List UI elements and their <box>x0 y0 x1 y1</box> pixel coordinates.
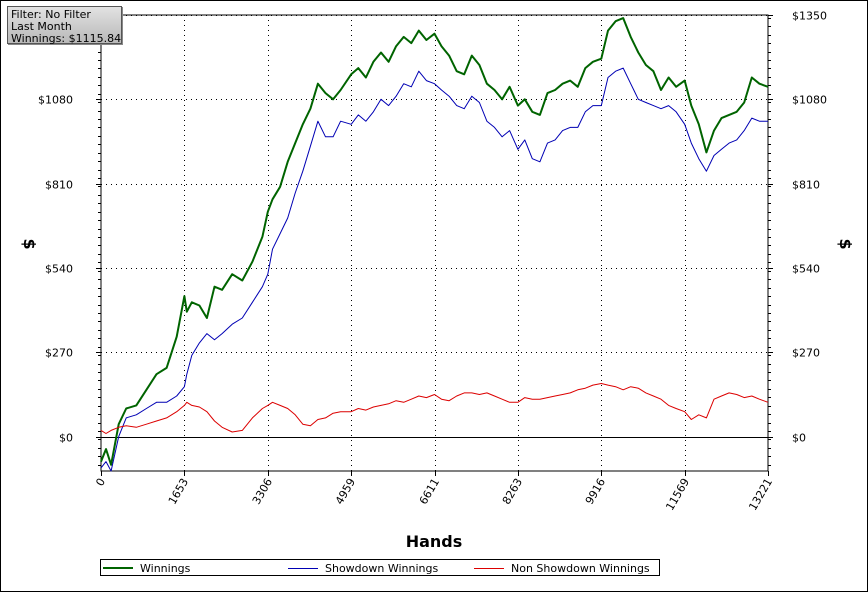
series-line-non-showdown-winnings <box>100 383 769 434</box>
x-tick-label: 6611 <box>417 476 442 507</box>
y-tick-label-left: $270 <box>45 347 73 360</box>
y-tick-label-right: $540 <box>792 263 820 276</box>
filter-info-box: Filter: No Filter Last Month Winnings: $… <box>7 6 122 45</box>
y-tick-label-left: $810 <box>45 179 73 192</box>
legend-item-non-showdown: Non Showdown Winnings <box>474 561 650 575</box>
legend-swatch-winnings <box>103 567 133 569</box>
y-tick-label-right: $810 <box>792 179 820 192</box>
x-tick-label: 3306 <box>250 476 275 507</box>
x-tick-label: 13221 <box>746 476 775 513</box>
series-line-winnings <box>100 17 769 466</box>
y-axis-title-left: $ <box>20 238 39 249</box>
tick-label-layer: $0 $0 $270 $270 $540 $540 $810 $810 $1080 $1080 $1… <box>38 10 827 513</box>
x-axis-title: Hands <box>406 532 463 551</box>
x-tick-label: 1653 <box>166 476 191 507</box>
y-tick-label-right: $270 <box>792 347 820 360</box>
x-tick-label: 8263 <box>500 476 525 507</box>
chart-legend: Winnings Showdown Winnings Non Showdown … <box>100 559 660 576</box>
legend-swatch-non-showdown <box>474 567 504 569</box>
filter-label: Filter: No Filter <box>11 8 91 21</box>
y-tick-label-left: $0 <box>59 432 73 445</box>
legend-item-winnings: Winnings <box>103 561 190 575</box>
legend-swatch-showdown <box>288 567 318 569</box>
plot-area-border <box>100 14 769 472</box>
y-tick-label-right: $1080 <box>792 94 827 107</box>
axis-layer <box>96 14 773 476</box>
legend-label-winnings: Winnings <box>140 561 191 575</box>
legend-label-non-showdown: Non Showdown Winnings <box>511 561 650 575</box>
x-tick-label: 0 <box>93 476 108 489</box>
y-tick-label-right: $0 <box>792 432 806 445</box>
y-tick-label-right: $1350 <box>792 10 827 23</box>
y-tick-label-left: $540 <box>45 263 73 276</box>
x-tick-label: 9916 <box>583 476 608 507</box>
winnings-label: Winnings: $1115.84 <box>11 32 122 45</box>
x-tick-label: 11569 <box>663 476 692 513</box>
period-label: Last Month <box>11 20 72 33</box>
y-tick-label-left: $1080 <box>38 94 73 107</box>
y-axis-title-right: $ <box>836 238 855 249</box>
x-tick-label: 4959 <box>333 476 358 507</box>
legend-label-showdown: Showdown Winnings <box>325 561 439 575</box>
series-layer <box>100 17 769 472</box>
series-line-showdown-winnings <box>100 67 768 472</box>
legend-item-showdown: Showdown Winnings <box>288 561 438 575</box>
